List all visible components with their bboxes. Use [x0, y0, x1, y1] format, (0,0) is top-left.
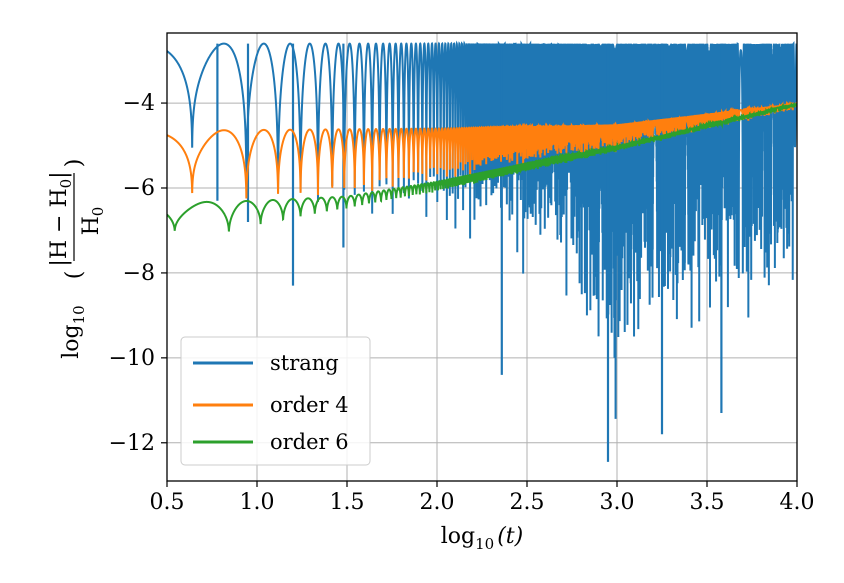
x-tick-label: 1.5: [330, 490, 365, 515]
x-tick-label: 1.0: [240, 490, 275, 515]
y-tick-label: −10: [109, 346, 155, 371]
y-label-numerator: |H − H0|: [47, 171, 75, 266]
axes-frame: [166, 32, 798, 482]
legend: strang order 4 order 6: [180, 336, 371, 466]
y-label-paren-right: ): [62, 159, 87, 168]
y-label-paren-left: (: [62, 271, 87, 280]
y-axis-label: log10 ( |H − H0| H0 ): [47, 159, 107, 359]
x-tick-label: 0.5: [150, 490, 185, 515]
y-tick-label: −8: [123, 261, 155, 286]
x-tick-label: 2.5: [510, 490, 545, 515]
series-order-4-line: [167, 100, 797, 199]
x-tick-label: 3.5: [690, 490, 725, 515]
x-tick-label: 2.0: [420, 490, 455, 515]
y-label-log: log10: [59, 305, 88, 358]
x-tick-label: 3.0: [600, 490, 635, 515]
legend-label-strang: strang: [270, 351, 339, 375]
y-tick-label: −4: [123, 91, 155, 116]
x-axis-label: log10 (t): [441, 524, 523, 553]
y-tick-label: −12: [109, 431, 155, 456]
x-tick-label: 4.0: [780, 490, 815, 515]
y-label-denominator: H0: [79, 207, 107, 236]
y-tick-label: −6: [123, 176, 155, 201]
series-order-6-line: [167, 101, 797, 232]
series-strang-line: [167, 40, 797, 419]
legend-label-order-4: order 4: [270, 393, 349, 417]
ticks: 0.5 1.0 1.5 2.0 2.5 3.0 3.5 4.0 −4 −6 −8 −10 −12: [109, 91, 815, 515]
legend-label-order-6: order 6: [270, 430, 349, 454]
legend-box: [180, 336, 371, 466]
plot-area: [167, 40, 797, 462]
